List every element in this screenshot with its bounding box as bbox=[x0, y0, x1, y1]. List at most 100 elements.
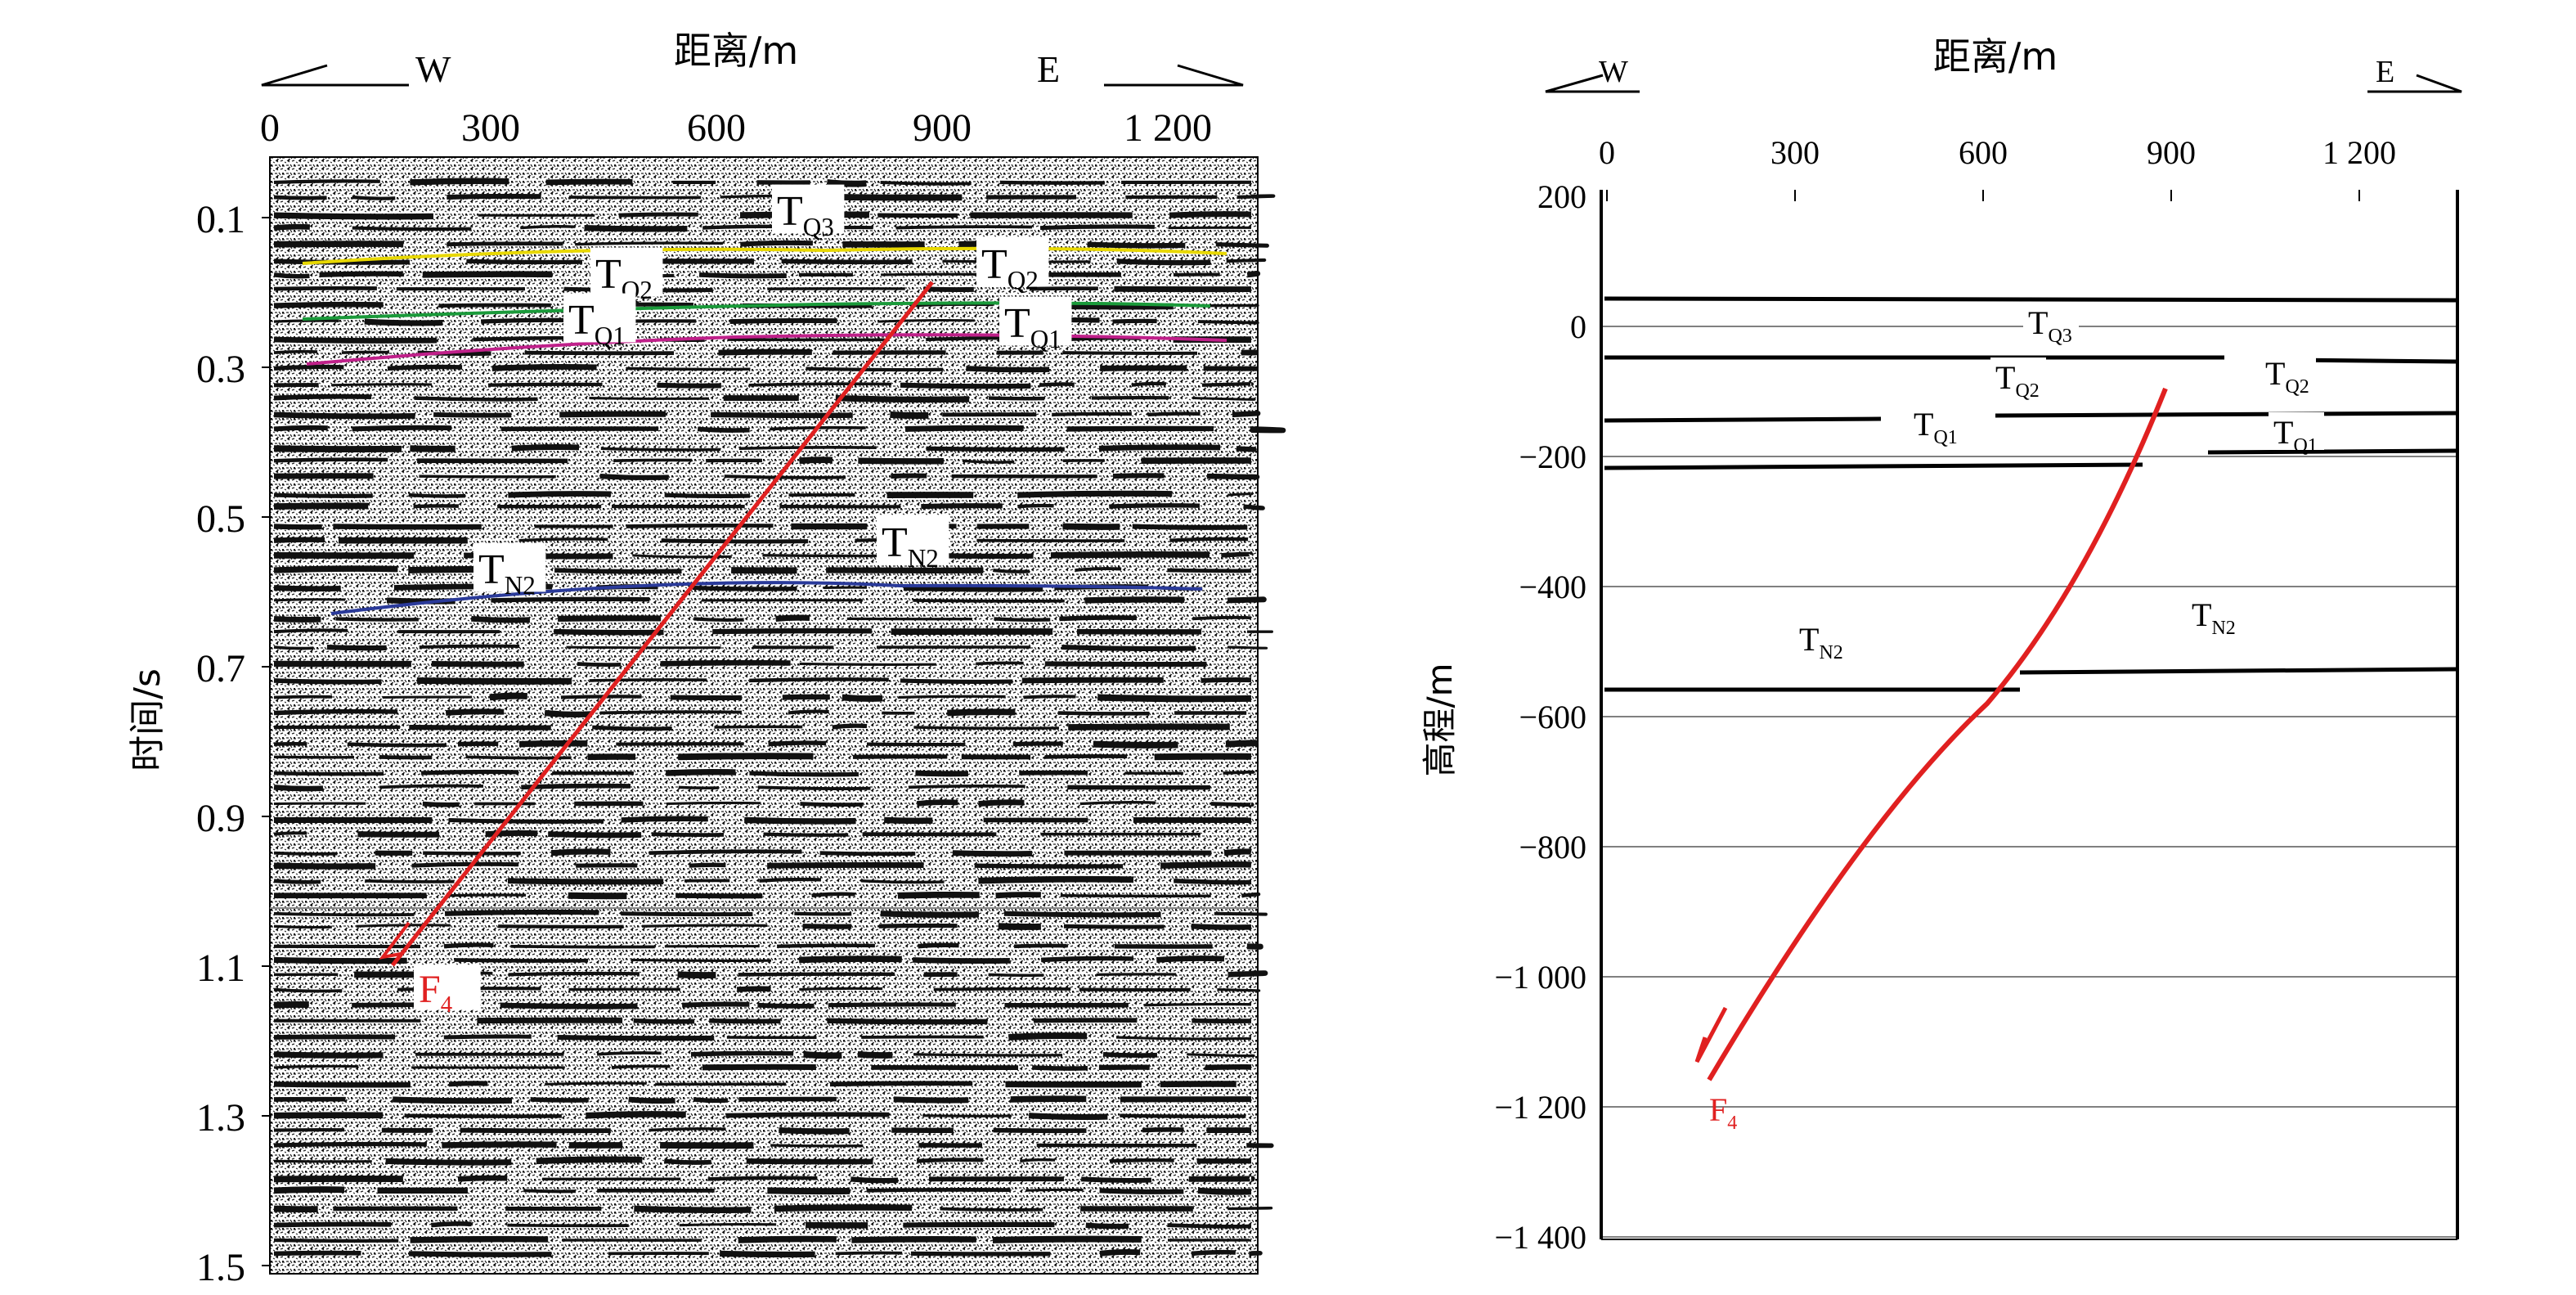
reflector-segment bbox=[740, 240, 814, 247]
reflector-segment bbox=[866, 1188, 1011, 1193]
right-y-tick-label: −1 200 bbox=[1494, 1089, 1586, 1126]
reflector-segment bbox=[410, 178, 509, 186]
left-y-tick-label: 0.9 bbox=[196, 797, 245, 840]
west-direction-arrow-right bbox=[1545, 74, 1640, 93]
reflector-segment bbox=[273, 924, 332, 929]
reflector-segment bbox=[443, 1034, 532, 1040]
reflector-segment bbox=[803, 1050, 842, 1059]
reflector-segment bbox=[444, 909, 599, 916]
right-horizon-TQ1-base bbox=[2207, 448, 2457, 455]
reflector-segment bbox=[422, 801, 460, 807]
reflector-segment bbox=[1223, 848, 1252, 857]
reflector-segment bbox=[273, 1250, 361, 1257]
reflector-segment bbox=[331, 383, 433, 387]
reflector-segment bbox=[559, 411, 666, 418]
reflector-segment bbox=[273, 785, 324, 792]
reflector-segment bbox=[1039, 382, 1075, 388]
reflector-segment bbox=[621, 816, 708, 823]
reflector-segment bbox=[1087, 241, 1186, 249]
right-label-TQ3: TQ3 bbox=[2023, 303, 2079, 347]
reflector-segment bbox=[738, 972, 895, 977]
right-x-tick-label: 0 bbox=[1599, 134, 1615, 171]
reflector-segment bbox=[408, 492, 466, 498]
reflector-segment bbox=[1241, 892, 1261, 897]
reflector-segment bbox=[768, 740, 827, 747]
reflector-segment bbox=[273, 393, 372, 401]
reflector-segment bbox=[357, 831, 440, 838]
right-label-TQ2: TQ2 bbox=[1990, 357, 2046, 402]
reflector-segment bbox=[678, 753, 814, 761]
reflector-segment bbox=[445, 708, 505, 716]
reflector-segment bbox=[507, 878, 664, 885]
reflector-segment bbox=[507, 1223, 629, 1228]
reflector-segment bbox=[840, 194, 963, 201]
right-horizon-labels: TQ3 TQ2 TQ2 TQ1 TQ1 TN2 TN2 bbox=[1794, 303, 2324, 663]
reflector-segment bbox=[978, 875, 1134, 884]
seismic-time-section-panel: 距离/m W E 时间/s 0 300 600 900 1 200 0.10.30.50… bbox=[127, 29, 1286, 1289]
reflector-segment bbox=[568, 892, 627, 900]
reflector-segment bbox=[1206, 473, 1260, 480]
reflector-segment bbox=[457, 1175, 508, 1182]
reflector-segment bbox=[273, 708, 398, 716]
left-label-TQ1: TQ1 bbox=[999, 296, 1072, 353]
reflector-segment bbox=[698, 272, 787, 279]
reflector-segment bbox=[835, 394, 970, 403]
reflector-segment bbox=[592, 725, 672, 731]
reflector-segment bbox=[910, 1251, 1051, 1257]
reflector-segment bbox=[988, 973, 1044, 978]
reflector-segment bbox=[584, 224, 688, 232]
reflector-segment bbox=[1215, 242, 1269, 248]
reflector-segment bbox=[880, 180, 972, 186]
reflector-segment bbox=[670, 695, 743, 701]
reflector-segment bbox=[273, 272, 310, 279]
left-horizon-TQ1 bbox=[306, 333, 1227, 366]
svg-text:TQ2: TQ2 bbox=[1995, 359, 2040, 402]
right-y-tick-label: 0 bbox=[1570, 308, 1586, 345]
reflector-segment bbox=[1063, 924, 1165, 929]
reflector-segment bbox=[794, 911, 852, 916]
left-east-label: E bbox=[1037, 48, 1060, 90]
right-horizon-TQ1 bbox=[1604, 416, 1882, 423]
reflector-segment bbox=[273, 1051, 384, 1059]
reflector-segment bbox=[1079, 801, 1156, 806]
reflector-segment bbox=[273, 349, 318, 354]
reflector-segment bbox=[273, 911, 415, 917]
right-horizon-TQ3 bbox=[1604, 296, 2457, 303]
reflector-segment bbox=[736, 986, 771, 992]
reflector-segment bbox=[379, 754, 433, 760]
reflector-segment bbox=[500, 1002, 638, 1009]
reflector-segment bbox=[356, 924, 451, 928]
left-west-label: W bbox=[415, 48, 451, 90]
reflector-segment bbox=[448, 1081, 488, 1087]
reflector-segment bbox=[1236, 194, 1276, 200]
left-y-tick-label: 1.1 bbox=[196, 947, 245, 990]
reflector-segment bbox=[273, 301, 384, 308]
left-horizon-TQ2 bbox=[302, 301, 1211, 321]
reflector-segment bbox=[1205, 1063, 1252, 1071]
reflector-segment bbox=[545, 1081, 647, 1086]
reflector-segment bbox=[1214, 911, 1268, 916]
reflector-segment bbox=[273, 879, 321, 884]
right-x-tick-label: 300 bbox=[1770, 134, 1820, 171]
reflector-segment bbox=[577, 662, 622, 668]
reflector-segment bbox=[1120, 1113, 1246, 1118]
reflector-segment bbox=[880, 911, 980, 918]
reflector-segment bbox=[1017, 490, 1173, 498]
reflector-segment bbox=[1109, 1158, 1174, 1163]
reflector-segment bbox=[273, 492, 373, 498]
reflector-segment bbox=[1221, 551, 1254, 558]
reflector-segment bbox=[431, 661, 524, 668]
reflector-segment bbox=[799, 662, 936, 666]
svg-text:TN2: TN2 bbox=[882, 519, 939, 573]
reflector-segment bbox=[702, 1063, 816, 1071]
reflector-segment bbox=[544, 709, 592, 717]
reflector-segment bbox=[1201, 382, 1254, 387]
reflector-segment bbox=[738, 445, 877, 451]
reflector-segment bbox=[689, 862, 726, 868]
reflector-segment bbox=[352, 195, 396, 200]
reflector-segment bbox=[423, 851, 521, 856]
reflector-segment bbox=[273, 987, 343, 993]
left-fault-f4: F4 bbox=[379, 281, 934, 1018]
reflector-segment bbox=[999, 180, 1105, 185]
